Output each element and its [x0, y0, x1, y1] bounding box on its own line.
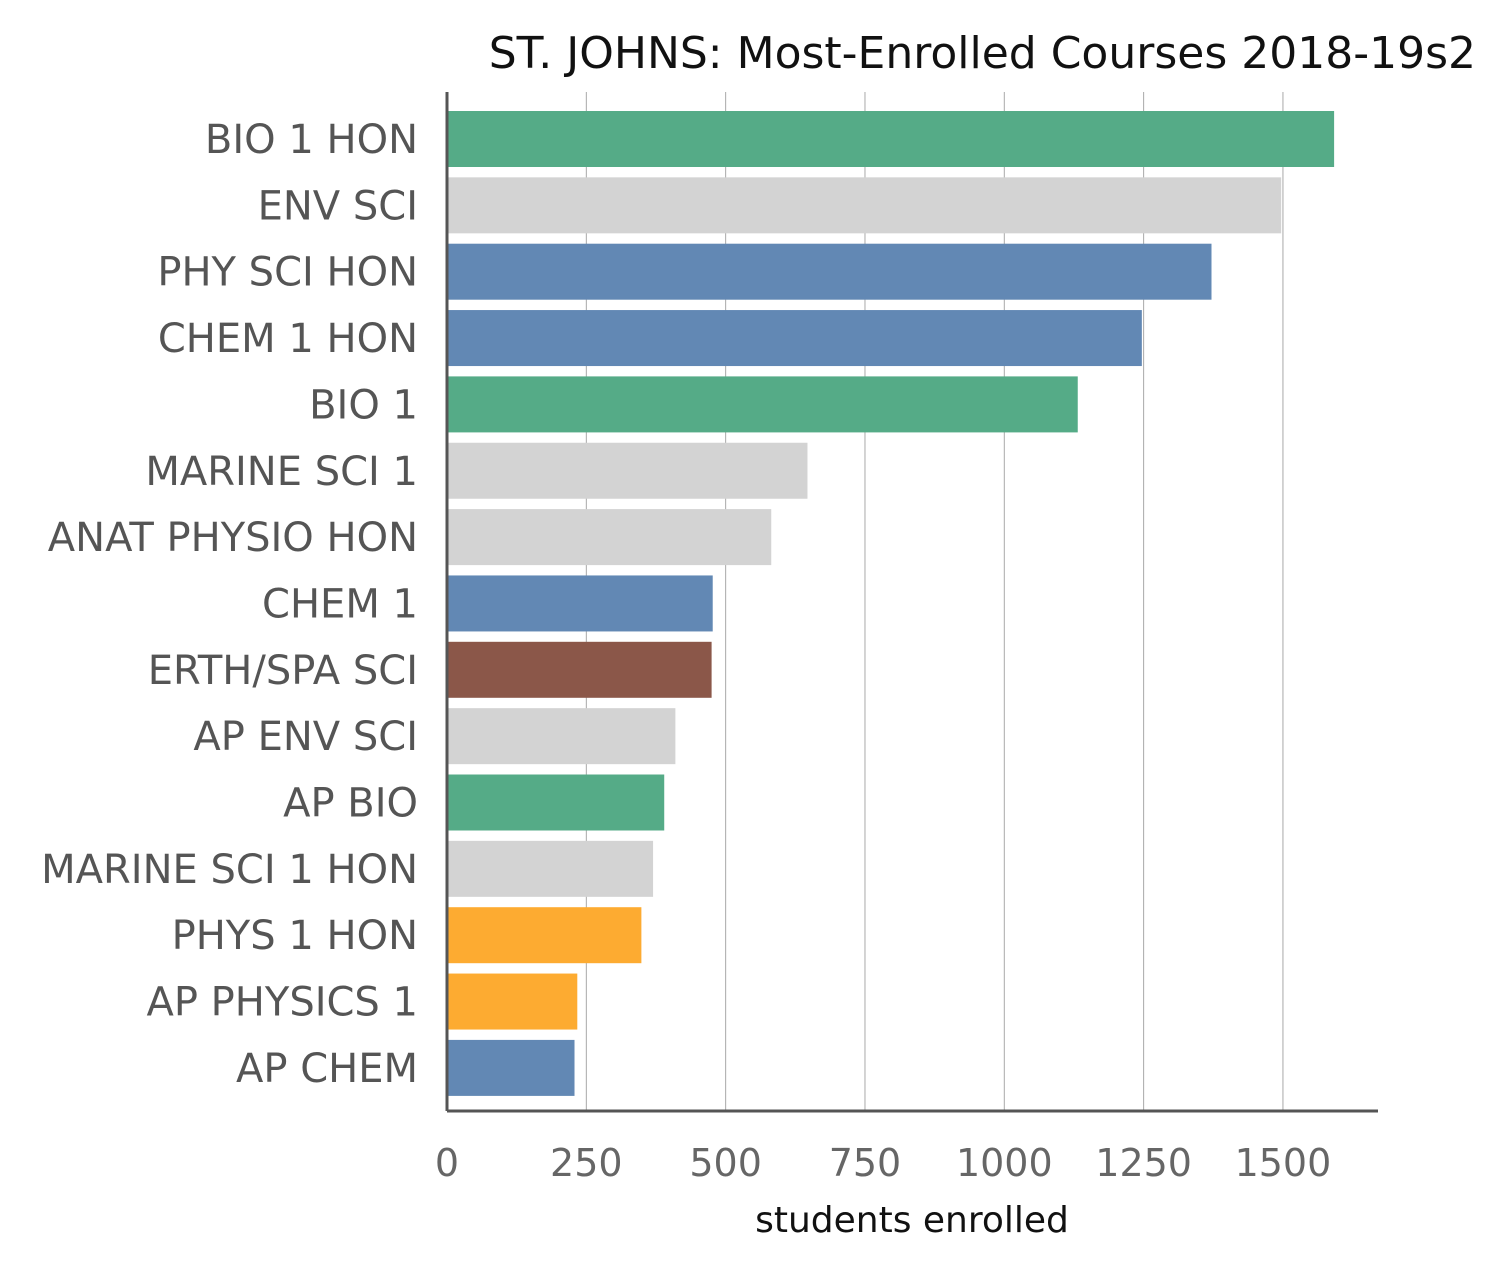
category-label: ANAT PHYSIO HON: [48, 515, 418, 561]
x-tick-labels: 0 250 500 750 1000 1250 1500: [435, 1141, 1331, 1185]
x-axis-title: students enrolled: [755, 1200, 1069, 1241]
bars: [448, 111, 1335, 1096]
bar: [448, 509, 772, 566]
bar: [448, 177, 1282, 234]
category-label: AP ENV SCI: [193, 714, 418, 760]
bar: [448, 907, 642, 964]
category-label: PHYS 1 HON: [172, 913, 418, 959]
bar: [448, 973, 578, 1030]
category-label: ERTH/SPA SCI: [148, 648, 418, 694]
category-label: MARINE SCI 1: [145, 449, 418, 495]
category-label: BIO 1 HON: [205, 117, 418, 163]
category-label: BIO 1: [309, 382, 418, 428]
chart-title: ST. JOHNS: Most-Enrolled Courses 2018-19…: [489, 28, 1476, 79]
x-tick-label: 0: [435, 1141, 459, 1185]
category-label: CHEM 1 HON: [158, 316, 418, 362]
x-tick-label: 1250: [1095, 1141, 1192, 1185]
bar: [448, 111, 1335, 167]
category-label: PHY SCI HON: [157, 250, 418, 296]
bar: [448, 376, 1078, 433]
bar: [448, 1039, 575, 1096]
x-tick-label: 250: [550, 1141, 623, 1185]
x-tick-label: 750: [829, 1141, 902, 1185]
bar: [448, 708, 676, 765]
bar: [448, 310, 1142, 367]
category-labels: BIO 1 HON ENV SCI PHY SCI HON CHEM 1 HON BIO…: [41, 117, 418, 1092]
x-tick-label: 1500: [1235, 1141, 1332, 1185]
bar: [448, 774, 665, 831]
category-label: AP CHEM: [236, 1046, 418, 1092]
x-tick-label: 500: [689, 1141, 762, 1185]
category-label: CHEM 1: [262, 581, 418, 627]
bar: [448, 442, 808, 499]
x-tick-label: 1000: [956, 1141, 1053, 1185]
bar: [448, 641, 712, 698]
bar: [448, 575, 713, 632]
category-label: MARINE SCI 1 HON: [41, 847, 418, 893]
category-label: AP PHYSICS 1: [146, 980, 418, 1026]
category-label: AP BIO: [283, 781, 418, 827]
category-label: ENV SCI: [258, 183, 418, 229]
axes: [445, 92, 1378, 1113]
bar: [448, 243, 1212, 300]
bar: [448, 840, 654, 897]
